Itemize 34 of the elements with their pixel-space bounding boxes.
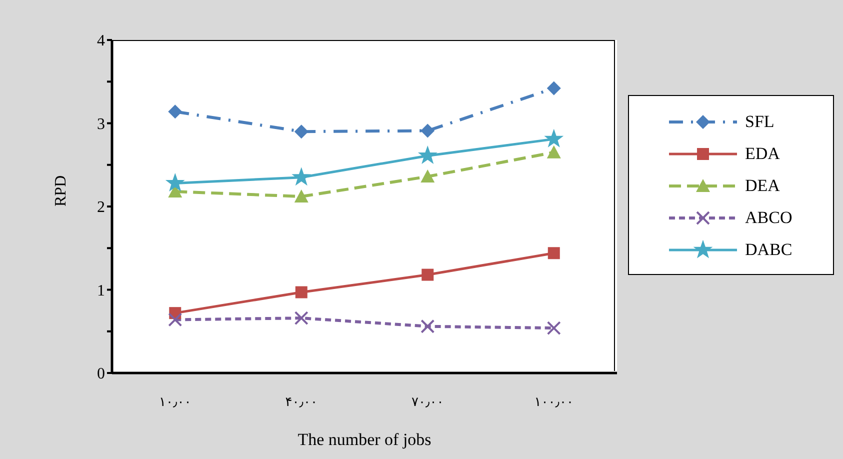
y-tick-label: 0 — [97, 366, 105, 383]
x-tick-label: ۴۰٫۰۰ — [285, 395, 318, 410]
x-axis-title: The number of jobs — [298, 430, 432, 449]
point — [166, 174, 184, 191]
y-axis-title: RPD — [52, 175, 70, 206]
x-tick-label: ۷۰٫۰۰ — [412, 395, 444, 410]
y-tick-label: 4 — [97, 32, 105, 50]
point — [546, 321, 561, 336]
point — [418, 146, 437, 164]
point — [546, 81, 561, 96]
point — [544, 130, 563, 147]
point — [294, 311, 308, 326]
x-tick-label: ۱۰۰٫۰۰ — [534, 395, 574, 410]
x-tick-label: ۱۰٫۰۰ — [159, 395, 192, 410]
legend-label: EDA — [745, 144, 780, 164]
point — [294, 190, 308, 203]
point — [294, 124, 308, 139]
point — [546, 145, 561, 158]
y-tick-label: 3 — [97, 116, 105, 133]
point — [168, 104, 182, 119]
legend-label: DABC — [745, 240, 792, 260]
point — [422, 268, 434, 281]
point — [168, 312, 182, 327]
point — [292, 168, 310, 186]
point — [420, 124, 435, 138]
point — [548, 247, 560, 260]
legend-label: SFL — [745, 112, 774, 132]
point — [420, 319, 435, 334]
point — [295, 286, 308, 298]
legend-label: ABCO — [745, 208, 792, 228]
point — [420, 170, 435, 183]
y-tick-label: 1 — [97, 282, 105, 300]
legend-label: DEA — [745, 176, 780, 196]
y-tick-label: 2 — [97, 199, 105, 216]
